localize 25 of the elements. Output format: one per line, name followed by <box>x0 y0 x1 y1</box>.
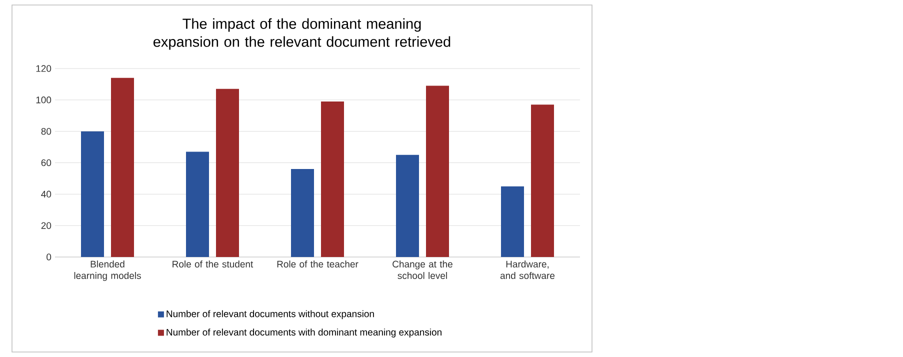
x-tick-label: Role of the teacher <box>277 260 358 268</box>
bar <box>396 154 419 257</box>
bar <box>216 88 239 257</box>
y-tick-label: 80 <box>41 128 52 135</box>
bar <box>291 169 314 257</box>
bar <box>530 104 554 257</box>
x-tick-label: Blended learning models <box>74 260 141 281</box>
y-tick-label: 40 <box>41 190 52 198</box>
bar <box>81 131 104 257</box>
y-tick-label: 60 <box>41 159 52 166</box>
bar <box>426 86 449 257</box>
x-tick-label: Hardware, and software <box>500 260 555 280</box>
y-tick-label: 120 <box>36 65 52 72</box>
y-tick-label: 100 <box>36 96 52 104</box>
bar <box>186 152 209 257</box>
legend-label: Number of relevant documents with dominant meaning expansion <box>166 328 442 338</box>
bar <box>111 78 134 257</box>
bar <box>501 186 524 257</box>
y-tick-label: 0 <box>46 254 52 260</box>
y-tick-label: 20 <box>41 222 52 229</box>
x-tick-label: Change at the school level <box>392 260 452 280</box>
x-tick-label: Role of the student <box>172 260 254 268</box>
bar <box>321 101 344 257</box>
legend-label: Number of relevant documents without expansion <box>166 310 374 320</box>
chart-title: The impact of the dominant meaning expansion on the relevant document retrieved <box>153 18 450 50</box>
